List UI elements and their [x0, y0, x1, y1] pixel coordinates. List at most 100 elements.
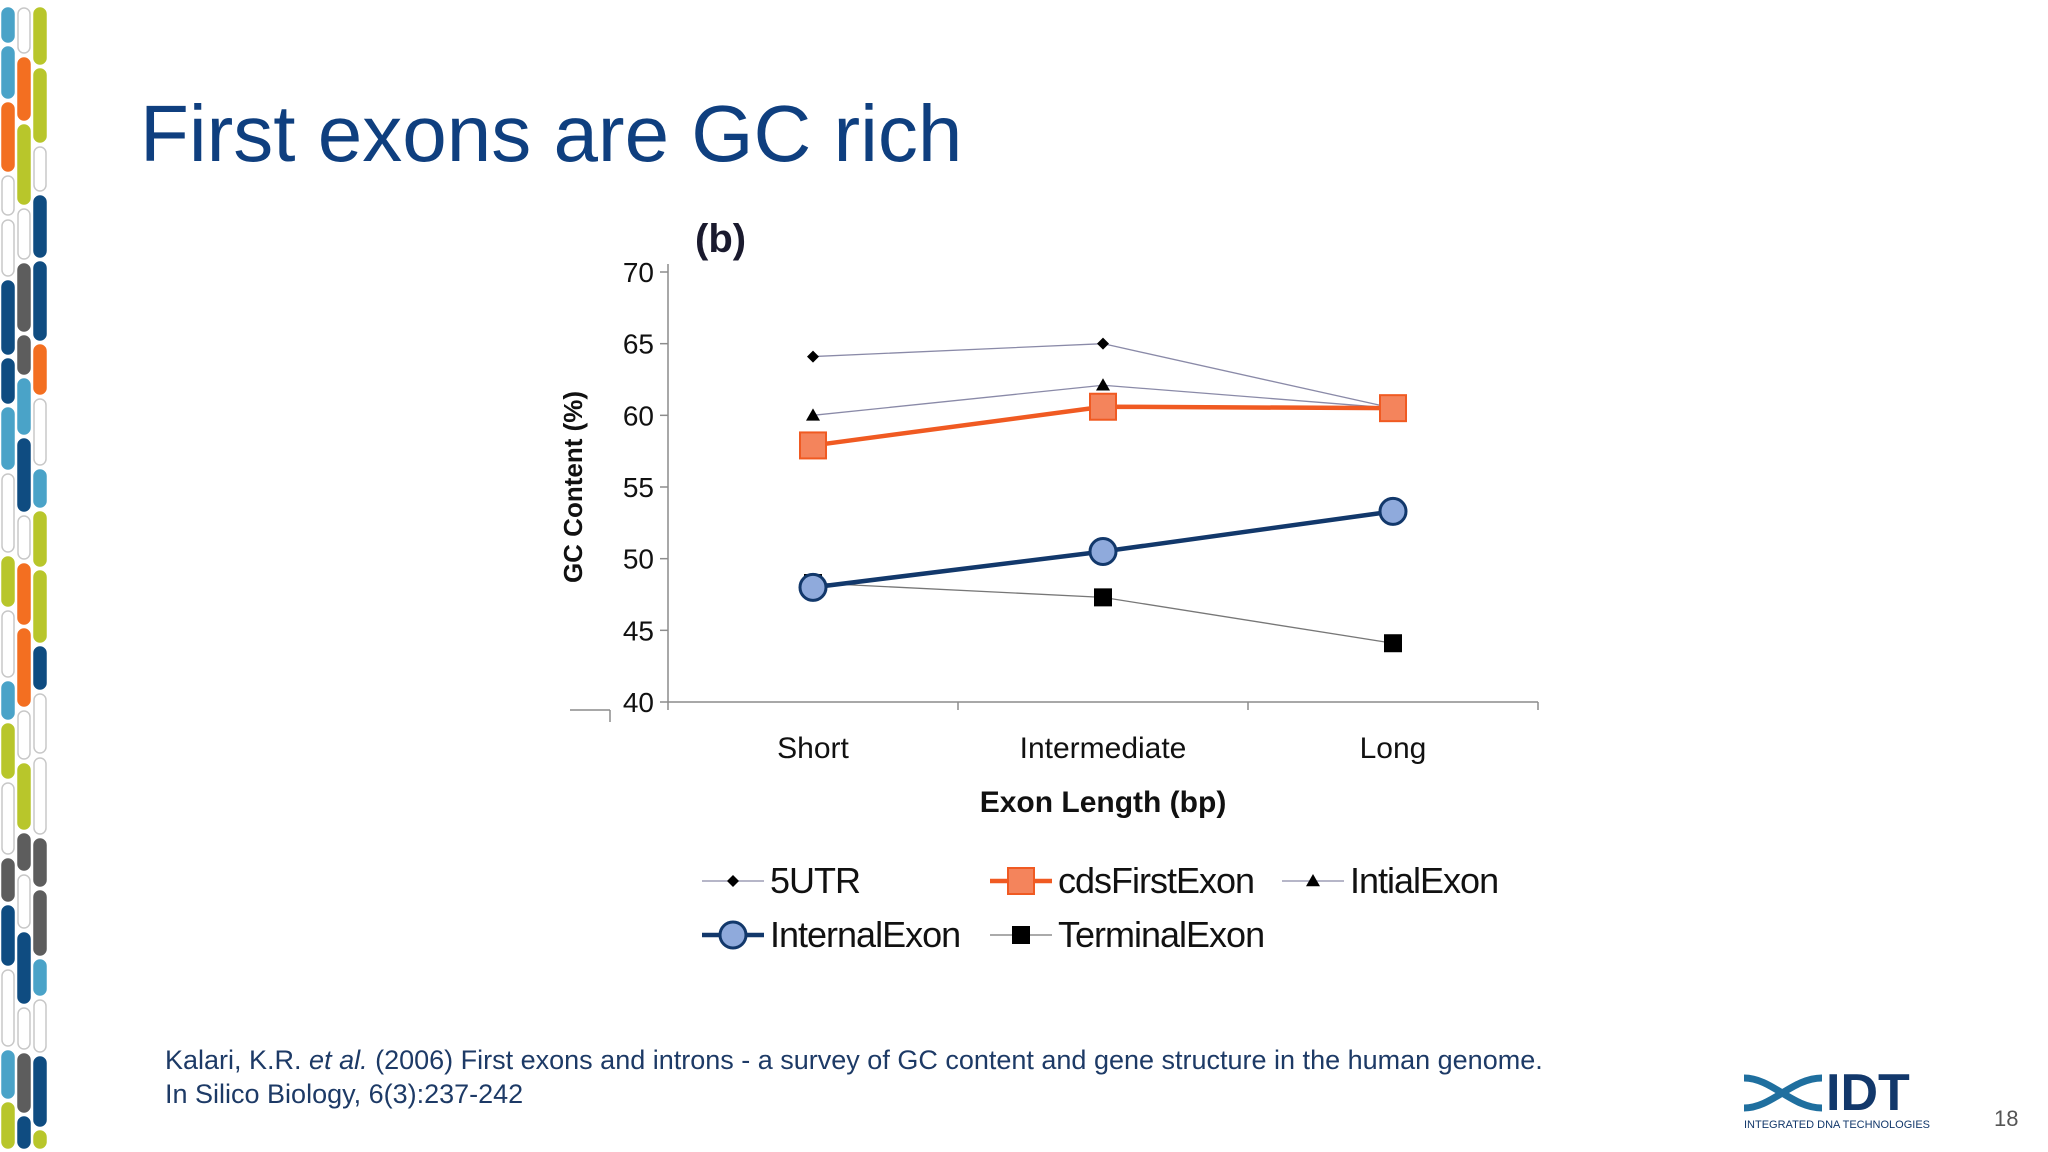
legend-item-InternalExon: InternalExon [700, 914, 961, 956]
dna-strip-segment [33, 959, 47, 996]
dna-strip-segment [33, 511, 47, 567]
dna-strip-segment [1, 102, 15, 172]
dna-strip-segment [1, 782, 15, 855]
dna-strip-segment [17, 515, 31, 560]
legend-label: cdsFirstExon [1058, 860, 1255, 901]
dna-strip-segment [17, 833, 31, 871]
legend-label: InternalExon [770, 914, 961, 955]
citation-line-1: Kalari, K.R. et al. (2006) First exons a… [165, 1043, 1543, 1077]
y-tick-label: 45 [623, 615, 654, 646]
panel-label: (b) [695, 217, 746, 261]
y-tick-label: 65 [623, 329, 654, 360]
dna-strip-segment [1, 280, 15, 355]
data-point-TerminalExon [1094, 588, 1112, 607]
data-point-InternalExon [1378, 496, 1408, 526]
dna-strip-segment [17, 263, 31, 332]
legend-item-TerminalExon: TerminalExon [988, 914, 1265, 956]
dna-strip-segment [17, 208, 31, 260]
dna-strip-segment [33, 757, 47, 835]
dna-strip-segment [17, 932, 31, 1004]
citation-line-2: In Silico Biology, 6(3):237-242 [165, 1079, 524, 1109]
legend-label: 5UTR [770, 860, 861, 901]
slide-number: 18 [1994, 1106, 2019, 1131]
legend-swatch [1282, 874, 1344, 887]
legend-label: IntialExon [1350, 860, 1499, 901]
dna-strip-segment [1, 905, 15, 966]
citation-author: Kalari, K.R. [165, 1045, 310, 1075]
dna-strip-segment [17, 438, 31, 512]
x-tick-label: Long [1360, 732, 1427, 765]
dna-strip-segment [1, 473, 15, 553]
dna-strip-segment [33, 1130, 47, 1149]
legend-label: TerminalExon [1058, 914, 1265, 955]
dna-strip-segment [17, 7, 31, 54]
dna-strip-segment [17, 1007, 31, 1050]
dna-strip-segment [33, 146, 47, 192]
dna-strip-segment [1, 358, 15, 404]
data-point-InternalExon [1088, 537, 1118, 566]
dna-strip-segment [1, 1050, 15, 1099]
dna-strip-segment [1, 681, 15, 720]
dna-strip-segment [17, 124, 31, 205]
dna-strip-segment [33, 7, 47, 65]
dna-strip-segment [33, 261, 47, 341]
citation-title: (2006) First exons and introns - a surve… [367, 1045, 1543, 1075]
dna-strip-segment [17, 378, 31, 435]
legend-item-cdsFirstExon: cdsFirstExon [988, 860, 1255, 902]
dna-strip-segment [33, 999, 47, 1053]
dna-strip-segment [33, 344, 47, 395]
dna-strip-segment [17, 563, 31, 625]
decorative-dna-strip [1, 7, 47, 1149]
dna-strip-segment [17, 1116, 31, 1149]
dna-strip-segment [1, 407, 15, 470]
dna-strip-segment [1, 219, 15, 277]
dna-strip-segment [1, 175, 15, 216]
data-point-IntialExon [1096, 378, 1110, 391]
legend-swatch [702, 920, 764, 950]
y-tick-label: 40 [623, 687, 654, 718]
dna-strip-segment [33, 68, 47, 143]
idt-logo: IDT INTEGRATED DNA TECHNOLOGIES [1743, 1064, 1930, 1131]
dna-helix-icon [1743, 1074, 1823, 1112]
dna-strip-segment [1, 7, 15, 43]
y-axis-label: GC Content (%) [558, 391, 588, 583]
dna-strip-segment [33, 693, 47, 754]
x-axis-label: Exon Length (bp) [980, 786, 1227, 819]
dna-strip-segment [1, 610, 15, 678]
data-point-cdsFirstExon [1379, 394, 1407, 423]
data-point-IntialExon [806, 408, 820, 421]
logo-tagline: INTEGRATED DNA TECHNOLOGIES [1744, 1119, 1930, 1131]
dna-strip-segment [1, 1102, 15, 1149]
data-point-InternalExon [798, 572, 828, 602]
dna-strip-segment [1, 969, 15, 1047]
data-point-cdsFirstExon [1089, 392, 1117, 421]
dna-strip-segment [17, 628, 31, 707]
dna-strip-segment [33, 398, 47, 466]
dna-strip-segment [17, 710, 31, 760]
dna-strip-segment [1, 723, 15, 779]
dna-strip-segment [17, 874, 31, 929]
citation-etal: et al. [309, 1045, 368, 1075]
dna-strip-segment [17, 57, 31, 121]
legend-item-IntialExon: IntialExon [1280, 860, 1499, 902]
data-point-5UTR [1097, 337, 1109, 350]
data-point-cdsFirstExon [799, 431, 827, 460]
dna-strip-segment [33, 570, 47, 643]
dna-strip-segment [1, 858, 15, 902]
y-tick-label: 50 [623, 544, 654, 575]
x-tick-label: Short [777, 732, 849, 765]
x-tick-label: Intermediate [1020, 732, 1187, 765]
dna-strip-segment [1, 46, 15, 99]
dna-strip-segment [33, 646, 47, 690]
y-tick-label: 60 [623, 400, 654, 431]
dna-strip-segment [33, 1056, 47, 1127]
dna-strip-segment [17, 335, 31, 375]
dna-strip-segment [33, 838, 47, 887]
logo-wordmark: IDT [1826, 1064, 1910, 1122]
legend-item-5UTR: 5UTR [700, 860, 861, 902]
legend-swatch [990, 867, 1052, 895]
dna-strip-segment [33, 195, 47, 258]
dna-strip-segment [1, 556, 15, 607]
legend-swatch [990, 926, 1052, 944]
slide-title: First exons are GC rich [140, 89, 963, 178]
